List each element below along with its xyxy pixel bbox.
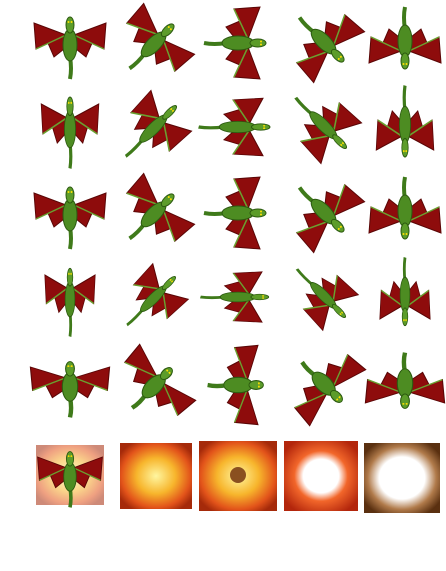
dragon-sprite xyxy=(367,5,443,71)
explosion-core xyxy=(230,467,246,483)
dragon-sprite xyxy=(380,257,430,325)
sprites xyxy=(30,0,444,513)
dragon-sprite xyxy=(202,5,268,81)
dragon-sprite xyxy=(200,272,268,322)
dragon-sprite xyxy=(274,334,369,429)
explosion-frame xyxy=(284,441,358,511)
explosion-frame xyxy=(120,443,192,509)
dragon-sprite xyxy=(30,362,109,418)
dragon-sprite xyxy=(365,353,444,409)
dragon-sprite xyxy=(277,249,365,337)
dragon-sprite xyxy=(45,268,95,336)
dragon-sprite xyxy=(273,75,369,171)
dragon-sprite xyxy=(376,86,434,157)
dragon-sprite xyxy=(32,15,108,81)
dragon-sprite xyxy=(199,98,270,156)
explosion-frame xyxy=(364,443,440,513)
dragon-sprite xyxy=(202,175,268,251)
dragon-sprite xyxy=(104,169,199,264)
dragon-sprite xyxy=(274,0,369,87)
dragon-sprite xyxy=(104,0,199,94)
dragon-sprite xyxy=(103,83,199,179)
dragon-sprite xyxy=(104,340,199,435)
dragon-sprite xyxy=(32,185,108,251)
dragon-sprite xyxy=(274,162,369,257)
dragon-sprite xyxy=(367,175,443,241)
dragon-sprite xyxy=(41,97,99,168)
dragon-sprite xyxy=(208,345,264,424)
dragon-sprite xyxy=(107,257,195,345)
